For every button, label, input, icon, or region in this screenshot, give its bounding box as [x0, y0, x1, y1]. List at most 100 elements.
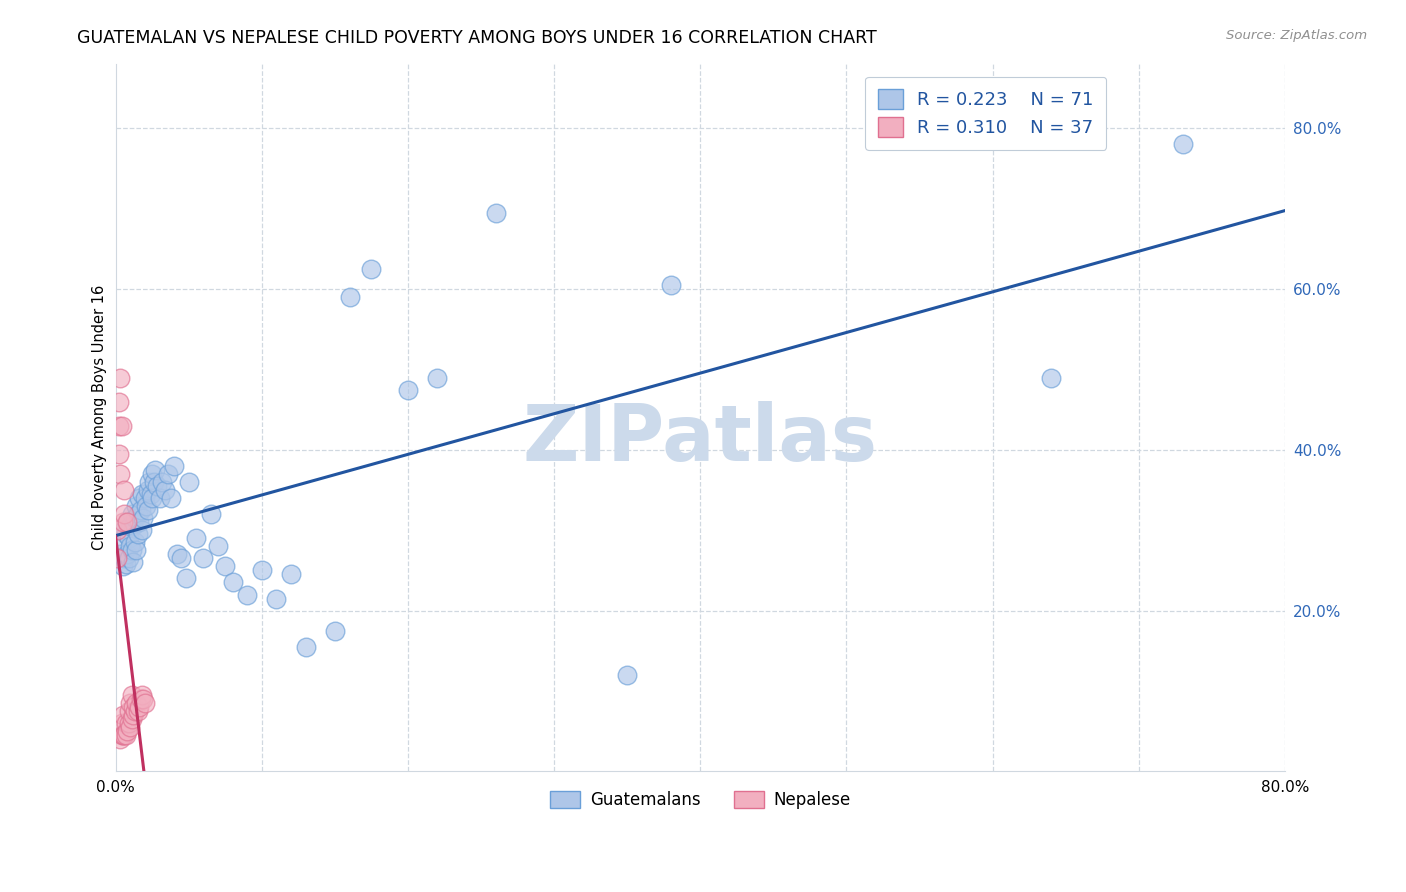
Point — [118, 531, 141, 545]
Point — [266, 591, 288, 606]
Point — [120, 539, 142, 553]
Point — [128, 515, 150, 529]
Point — [131, 487, 153, 501]
Point — [155, 483, 177, 497]
Point — [141, 467, 163, 481]
Legend: Guatemalans, Nepalese: Guatemalans, Nepalese — [543, 785, 858, 816]
Point — [174, 572, 197, 586]
Point — [122, 555, 145, 569]
Text: GUATEMALAN VS NEPALESE CHILD POVERTY AMONG BOYS UNDER 16 CORRELATION CHART: GUATEMALAN VS NEPALESE CHILD POVERTY AMO… — [77, 29, 877, 47]
Point — [105, 551, 128, 566]
Point — [135, 499, 157, 513]
Point — [127, 704, 149, 718]
Point — [118, 704, 141, 718]
Point — [1040, 370, 1063, 384]
Point — [122, 519, 145, 533]
Point — [115, 716, 138, 731]
Point — [177, 475, 200, 489]
Point — [121, 688, 143, 702]
Point — [170, 551, 193, 566]
Point — [280, 567, 302, 582]
Point — [111, 728, 134, 742]
Point — [117, 515, 139, 529]
Point — [122, 700, 145, 714]
Point — [128, 700, 150, 714]
Point — [396, 383, 419, 397]
Point — [110, 716, 132, 731]
Point — [115, 527, 138, 541]
Point — [107, 418, 129, 433]
Text: ZIPatlas: ZIPatlas — [523, 401, 877, 477]
Point — [118, 551, 141, 566]
Point — [200, 507, 222, 521]
Point — [214, 559, 236, 574]
Point — [250, 564, 273, 578]
Point — [111, 708, 134, 723]
Point — [207, 539, 229, 553]
Point — [107, 447, 129, 461]
Point — [125, 543, 148, 558]
Point — [122, 708, 145, 723]
Point — [108, 547, 131, 561]
Point — [128, 491, 150, 505]
Point — [160, 491, 183, 505]
Point — [163, 458, 186, 473]
Point — [117, 547, 139, 561]
Point — [108, 370, 131, 384]
Point — [129, 692, 152, 706]
Point — [148, 491, 170, 505]
Point — [184, 531, 207, 545]
Point — [121, 543, 143, 558]
Point — [132, 511, 155, 525]
Point — [127, 527, 149, 541]
Point — [143, 463, 166, 477]
Point — [107, 394, 129, 409]
Point — [120, 720, 142, 734]
Point — [426, 370, 449, 384]
Point — [108, 732, 131, 747]
Point — [124, 511, 146, 525]
Point — [339, 290, 361, 304]
Point — [659, 278, 682, 293]
Point — [120, 696, 142, 710]
Point — [616, 668, 638, 682]
Point — [139, 487, 162, 501]
Point — [114, 523, 136, 537]
Point — [120, 519, 142, 533]
Point — [115, 728, 138, 742]
Point — [127, 507, 149, 521]
Point — [138, 475, 160, 489]
Point — [114, 507, 136, 521]
Point — [110, 539, 132, 553]
Point — [1171, 137, 1194, 152]
Point — [129, 503, 152, 517]
Point — [125, 696, 148, 710]
Point — [485, 206, 508, 220]
Point — [323, 624, 346, 638]
Point — [136, 503, 159, 517]
Point — [117, 724, 139, 739]
Point — [124, 535, 146, 549]
Point — [193, 551, 215, 566]
Point — [132, 692, 155, 706]
Y-axis label: Child Poverty Among Boys Under 16: Child Poverty Among Boys Under 16 — [93, 285, 107, 550]
Point — [141, 491, 163, 505]
Point — [294, 640, 316, 654]
Point — [142, 475, 165, 489]
Point — [131, 523, 153, 537]
Point — [114, 728, 136, 742]
Point — [152, 475, 174, 489]
Point — [134, 696, 156, 710]
Point — [114, 551, 136, 566]
Point — [360, 262, 382, 277]
Point — [136, 483, 159, 497]
Point — [105, 523, 128, 537]
Point — [115, 557, 138, 571]
Point — [111, 515, 134, 529]
Point — [118, 716, 141, 731]
Point — [157, 467, 180, 481]
Point — [166, 547, 188, 561]
Point — [236, 588, 259, 602]
Text: Source: ZipAtlas.com: Source: ZipAtlas.com — [1226, 29, 1367, 43]
Point — [121, 507, 143, 521]
